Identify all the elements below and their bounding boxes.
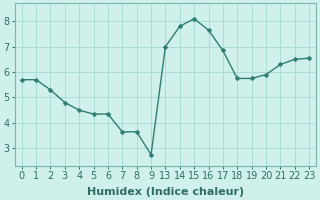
X-axis label: Humidex (Indice chaleur): Humidex (Indice chaleur) [87, 187, 244, 197]
